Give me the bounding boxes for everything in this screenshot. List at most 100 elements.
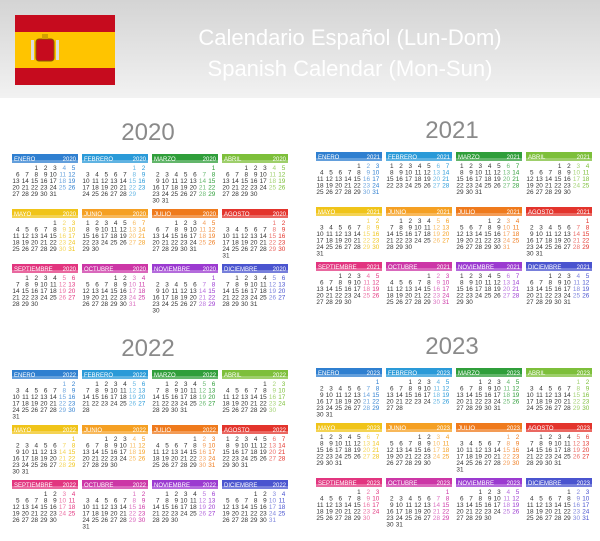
day: 3 [263, 165, 267, 172]
day: 21 [59, 456, 67, 463]
day: 11 [485, 280, 492, 287]
day: 12 [40, 449, 48, 456]
month-header-shade [456, 268, 522, 271]
day: 25 [526, 515, 534, 522]
day: 1 [226, 436, 230, 443]
day: 13 [386, 392, 394, 399]
month-year: 2020 [273, 157, 287, 163]
day: 28 [386, 244, 394, 251]
day: 2 [142, 491, 146, 498]
day: 25 [190, 511, 198, 518]
day: 1 [576, 379, 580, 386]
day: 17 [82, 185, 90, 192]
day: 13 [335, 176, 343, 183]
day: 1 [212, 165, 216, 172]
month-year: 2020 [273, 267, 287, 273]
month-header [526, 478, 592, 487]
day: 6 [16, 172, 20, 179]
day: 13 [335, 502, 343, 509]
day: 2 [95, 220, 99, 227]
day: 7 [446, 163, 450, 170]
day: 26 [162, 462, 170, 469]
day: 13 [22, 504, 30, 511]
day: 13 [40, 394, 48, 401]
day: 19 [232, 401, 240, 408]
day: 21 [372, 447, 380, 454]
day: 8 [254, 498, 258, 505]
day: 6 [226, 172, 230, 179]
day: 19 [278, 178, 286, 185]
day: 28 [433, 515, 441, 522]
day: 31 [222, 253, 230, 260]
day: 11 [171, 288, 178, 295]
day: 30 [250, 191, 258, 198]
day: 21 [199, 295, 207, 302]
day: 9 [436, 280, 440, 287]
day: 12 [120, 227, 128, 234]
day: 23 [512, 454, 520, 461]
day: 15 [386, 176, 394, 183]
day: 14 [31, 504, 39, 511]
day: 21 [326, 293, 334, 300]
day: 22 [59, 401, 67, 408]
day: 27 [92, 301, 100, 308]
day: 10 [278, 388, 286, 395]
day: 23 [171, 511, 179, 518]
subtitle: Spanish Calendar (Mon-Sun) [208, 56, 493, 81]
day: 9 [175, 498, 179, 505]
day: 1 [506, 434, 510, 441]
day: 9 [245, 282, 249, 289]
day: 14 [59, 449, 67, 456]
day: 19 [12, 511, 20, 518]
day: 27 [386, 405, 394, 412]
day: 7 [16, 282, 20, 289]
day: 21 [475, 238, 483, 245]
day: 26 [180, 191, 188, 198]
day: 27 [424, 515, 432, 522]
day: 20 [208, 394, 216, 401]
day: 9 [409, 225, 413, 232]
day: 11 [545, 231, 552, 238]
day: 27 [129, 240, 137, 247]
day: 12 [372, 280, 380, 287]
day: 11 [111, 227, 118, 234]
day: 23 [199, 456, 207, 463]
day: 26 [180, 301, 188, 308]
day: 1 [53, 220, 57, 227]
day: 19 [354, 447, 362, 454]
day: 28 [152, 517, 160, 524]
day: 5 [235, 388, 239, 395]
day: 24 [162, 191, 170, 198]
day: 11 [232, 233, 239, 240]
day: 26 [512, 509, 520, 516]
day: 15 [101, 449, 109, 456]
day: 10 [269, 498, 277, 505]
day: 6 [114, 172, 118, 179]
day: 4 [53, 275, 57, 282]
day: 21 [101, 295, 109, 302]
day: 10 [433, 441, 441, 448]
day: 18 [12, 240, 20, 247]
day: 11 [335, 392, 342, 399]
day: 27 [12, 191, 20, 198]
day: 26 [222, 517, 230, 524]
day: 16 [466, 176, 474, 183]
day: 2 [329, 434, 333, 441]
day: 22 [456, 293, 464, 300]
day: 7 [254, 388, 258, 395]
day: 6 [488, 441, 492, 448]
month-year: 2021 [367, 265, 381, 271]
month-year: 2020 [133, 267, 147, 273]
day: 31 [129, 301, 137, 308]
day: 7 [469, 496, 473, 503]
day: 20 [335, 183, 343, 190]
day: 17 [40, 288, 48, 295]
day: 24 [405, 183, 413, 190]
day: 14 [152, 504, 160, 511]
day: 4 [193, 491, 197, 498]
day: 13 [354, 392, 362, 399]
day: 28 [59, 462, 67, 469]
day: 24 [396, 515, 404, 522]
day: 25 [442, 454, 450, 461]
